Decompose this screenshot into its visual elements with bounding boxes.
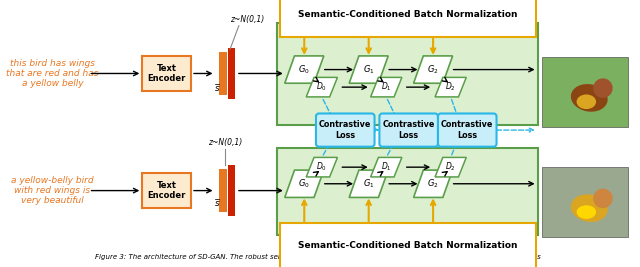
- Text: Figure 3: The architecture of SD-GAN. The robust semantic-related text-to-image : Figure 3: The architecture of SD-GAN. Th…: [95, 254, 541, 260]
- Text: Text
Encoder: Text Encoder: [147, 64, 186, 83]
- Text: $G_0$: $G_0$: [298, 178, 310, 190]
- Text: Contrastive
Loss: Contrastive Loss: [319, 120, 371, 140]
- Polygon shape: [371, 77, 402, 97]
- Bar: [543, 167, 628, 237]
- Polygon shape: [285, 170, 324, 197]
- Bar: [277, 23, 538, 125]
- Text: Text
Encoder: Text Encoder: [147, 181, 186, 200]
- Text: $G_2$: $G_2$: [428, 63, 439, 76]
- Polygon shape: [306, 77, 337, 97]
- Text: Semantic-Conditioned Batch Normalization: Semantic-Conditioned Batch Normalization: [298, 10, 518, 19]
- Text: $D_0$: $D_0$: [316, 161, 327, 174]
- Text: Contrastive
Loss: Contrastive Loss: [383, 120, 435, 140]
- Text: s̅: s̅: [215, 199, 220, 208]
- Text: $D_1$: $D_1$: [381, 81, 392, 93]
- Polygon shape: [371, 158, 402, 177]
- Polygon shape: [349, 56, 388, 83]
- FancyBboxPatch shape: [316, 113, 374, 147]
- Bar: [543, 57, 628, 127]
- Bar: [220, 52, 227, 95]
- Text: Contrastive
Loss: Contrastive Loss: [441, 120, 493, 140]
- Text: z~N(0,1): z~N(0,1): [230, 15, 264, 24]
- Text: $G_1$: $G_1$: [363, 178, 374, 190]
- Text: $D_2$: $D_2$: [445, 161, 456, 174]
- Text: $D_0$: $D_0$: [316, 81, 327, 93]
- Ellipse shape: [571, 84, 607, 112]
- Text: a yellow-belly bird
with red wings is
very beautiful: a yellow-belly bird with red wings is ve…: [11, 176, 94, 206]
- Polygon shape: [349, 170, 388, 197]
- Text: $G_0$: $G_0$: [298, 63, 310, 76]
- Polygon shape: [413, 170, 452, 197]
- Ellipse shape: [577, 95, 596, 109]
- Ellipse shape: [577, 205, 596, 219]
- Polygon shape: [306, 158, 337, 177]
- Bar: [228, 165, 235, 216]
- Circle shape: [593, 189, 612, 208]
- Text: z~N(0,1): z~N(0,1): [208, 138, 243, 147]
- Ellipse shape: [571, 194, 607, 222]
- Text: $G_1$: $G_1$: [363, 63, 374, 76]
- Bar: [228, 48, 235, 99]
- Bar: [277, 148, 538, 235]
- Text: s̅: s̅: [215, 84, 220, 93]
- Text: this bird has wings
that are red and has
a yellow belly: this bird has wings that are red and has…: [6, 58, 99, 88]
- Circle shape: [593, 78, 612, 98]
- Text: $G_2$: $G_2$: [428, 178, 439, 190]
- Polygon shape: [285, 56, 324, 83]
- Polygon shape: [413, 56, 452, 83]
- Text: Semantic-Conditioned Batch Normalization: Semantic-Conditioned Batch Normalization: [298, 241, 518, 250]
- Bar: [142, 56, 191, 91]
- Text: $D_2$: $D_2$: [445, 81, 456, 93]
- FancyBboxPatch shape: [438, 113, 497, 147]
- Bar: [142, 173, 191, 208]
- FancyBboxPatch shape: [380, 113, 438, 147]
- Bar: [220, 169, 227, 212]
- Text: $D_1$: $D_1$: [381, 161, 392, 174]
- Polygon shape: [435, 77, 467, 97]
- Polygon shape: [435, 158, 467, 177]
